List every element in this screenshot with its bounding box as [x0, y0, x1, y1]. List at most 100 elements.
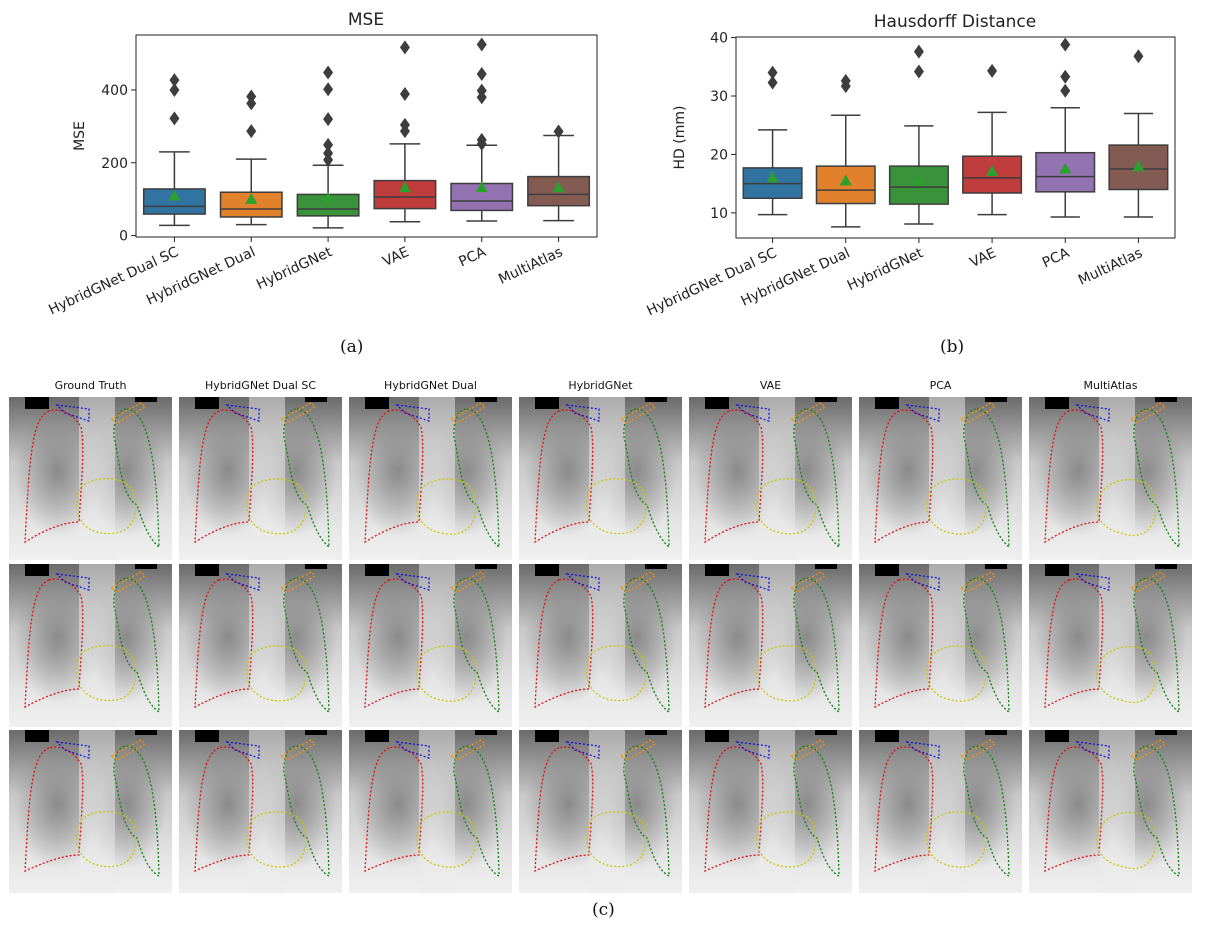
- contour-overlay: [534, 564, 670, 727]
- box-hybridgnet-dual-sc: [742, 65, 803, 216]
- y-tick-label: 200: [101, 156, 128, 172]
- contour-overlay: [704, 730, 840, 893]
- left-lung-contour: [623, 745, 670, 878]
- column-title: HybridGNet: [568, 379, 633, 392]
- left-lung-contour: [793, 745, 840, 878]
- redaction-marker: [1155, 730, 1177, 735]
- xray-segmentation-image: [349, 564, 512, 727]
- right-clavicle-contour: [225, 741, 260, 759]
- redaction-marker: [535, 397, 559, 409]
- outlier-point: [476, 136, 487, 151]
- column-title: HybridGNet Dual SC: [204, 379, 317, 392]
- redaction-marker: [305, 397, 327, 402]
- right-clavicle-contour: [1075, 573, 1110, 591]
- column-title: PCA: [929, 379, 952, 392]
- redaction-marker: [475, 397, 497, 402]
- xray-segmentation-image: [519, 564, 682, 727]
- axes-frame: [735, 36, 1176, 239]
- contour-overlay: [364, 397, 500, 560]
- outlier-point: [767, 75, 778, 90]
- contour-overlay: [194, 564, 330, 727]
- contour-overlay: [364, 730, 500, 893]
- left-clavicle-contour: [1129, 402, 1167, 424]
- left-lung-contour: [1133, 408, 1180, 549]
- y-tick-label: 10: [710, 206, 728, 222]
- left-lung-contour: [623, 577, 670, 714]
- left-lung-contour: [793, 408, 840, 549]
- right-lung-contour: [1044, 578, 1104, 709]
- contour-overlay: [24, 730, 160, 893]
- mediastinum-shade: [589, 397, 625, 560]
- outlier-point: [913, 44, 924, 59]
- left-clavicle-contour: [959, 571, 997, 593]
- y-tick-label: 0: [119, 229, 128, 245]
- xray-segmentation-image: [179, 730, 342, 893]
- left-clavicle-contour: [449, 571, 487, 593]
- outlier-point: [323, 137, 334, 152]
- right-clavicle-contour: [395, 741, 430, 759]
- xray-segmentation-image: [519, 730, 682, 893]
- right-clavicle-contour: [225, 573, 260, 591]
- redaction-marker: [875, 397, 899, 409]
- redaction-marker: [195, 730, 219, 742]
- left-clavicle-contour: [789, 571, 827, 593]
- redaction-marker: [305, 730, 327, 735]
- mediastinum-shade: [249, 564, 285, 727]
- mean-marker: [986, 164, 999, 176]
- left-lung-contour: [113, 745, 160, 878]
- xray-segmentation-image: [1029, 397, 1192, 560]
- xray-segmentation-image: [9, 564, 172, 727]
- right-clavicle-contour: [735, 404, 770, 422]
- mean-marker: [766, 171, 779, 183]
- left-lung-contour: [453, 577, 500, 714]
- mean-marker: [398, 181, 411, 193]
- contour-overlay: [1044, 730, 1180, 893]
- heart-contour: [76, 477, 137, 535]
- left-clavicle-contour: [789, 739, 827, 761]
- outlier-point: [169, 73, 180, 88]
- redaction-marker: [365, 730, 389, 742]
- mean-marker: [322, 191, 335, 203]
- box-vae: [373, 40, 437, 223]
- mean-marker: [1059, 162, 1072, 174]
- chart-1: Hausdorff Distance HD (mm) 10 20 30 40 HybridG…: [644, 12, 1176, 319]
- box-hybridgnet: [888, 44, 949, 225]
- right-clavicle-contour: [735, 573, 770, 591]
- xray-segmentation-image: [349, 397, 512, 560]
- outlier-point: [1133, 49, 1144, 64]
- redaction-marker: [195, 397, 219, 409]
- right-clavicle-contour: [55, 741, 90, 759]
- left-clavicle-contour: [109, 402, 147, 424]
- outlier-point: [169, 82, 180, 97]
- redaction-marker: [875, 564, 899, 576]
- redaction-marker: [815, 730, 837, 735]
- heart-contour: [586, 810, 647, 868]
- xray-segmentation-image: [1029, 730, 1192, 893]
- right-clavicle-contour: [565, 573, 600, 591]
- right-lung-contour: [1044, 409, 1104, 544]
- mediastinum-shade: [419, 730, 455, 893]
- right-clavicle-contour: [1075, 404, 1110, 422]
- redaction-marker: [475, 564, 497, 569]
- heart-contour: [586, 477, 647, 535]
- xray-segmentation-image: [689, 564, 852, 727]
- box-plot-figure: MSE MSE 0 200 400 HybridGNet Dual SC HybridGNe…: [46, 10, 1176, 319]
- column-title: VAE: [759, 379, 782, 392]
- column-title: Ground Truth: [54, 379, 127, 392]
- right-lung-contour: [534, 578, 594, 709]
- outlier-point: [476, 37, 487, 52]
- outlier-point: [323, 112, 334, 127]
- mean-marker: [912, 174, 925, 186]
- left-clavicle-contour: [959, 739, 997, 761]
- left-clavicle-contour: [279, 571, 317, 593]
- outlier-point: [399, 124, 410, 139]
- contour-overlay: [534, 397, 670, 560]
- outlier-point: [246, 124, 257, 139]
- x-tick-label: PCA: [1040, 245, 1072, 271]
- outlier-point: [476, 90, 487, 105]
- xray-segmentation-image: [689, 397, 852, 560]
- left-lung-contour: [623, 408, 670, 549]
- x-tick-label: HybridGNet: [254, 244, 335, 293]
- heart-contour: [1096, 646, 1157, 704]
- redaction-marker: [535, 564, 559, 576]
